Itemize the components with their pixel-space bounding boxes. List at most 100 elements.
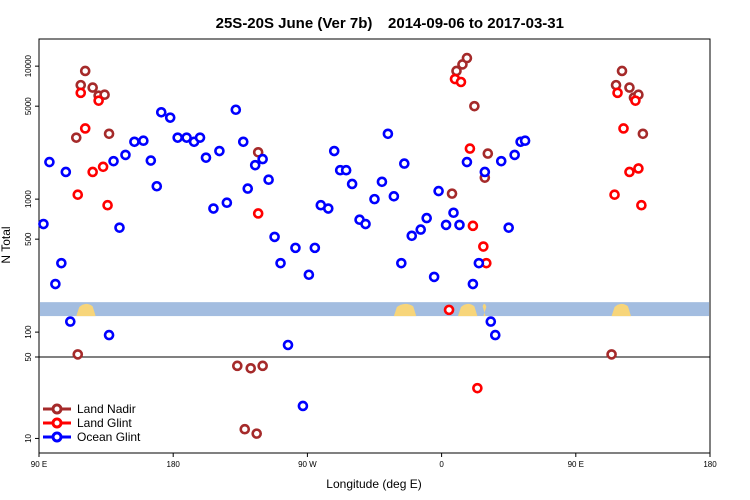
point-land-nadir	[637, 128, 649, 140]
y-axis-label: N Total	[0, 226, 13, 263]
point-ocean-glint	[360, 218, 371, 230]
legend-label-land-glint: Land Glint	[77, 416, 132, 430]
point-ocean-glint	[275, 257, 286, 269]
y-tick-label: 500	[24, 232, 33, 246]
point-ocean-glint	[440, 219, 452, 231]
point-land-nadir	[245, 362, 257, 374]
legend: Land Nadir Land Glint Ocean Glint	[43, 402, 141, 444]
lower-plot-panel	[38, 356, 711, 454]
x-tick-label: 90 E	[31, 460, 47, 469]
point-land-glint	[612, 87, 623, 99]
point-ocean-glint	[297, 400, 309, 412]
y-axis: 100 500 1000 5000 10000 10 50	[24, 54, 39, 443]
point-land-glint	[102, 199, 113, 211]
legend-swatch-marker-ocean-glint	[51, 431, 63, 443]
point-ocean-glint	[399, 158, 410, 169]
point-land-nadir	[239, 423, 251, 435]
point-land-nadir	[482, 148, 494, 159]
point-land-nadir	[70, 132, 82, 143]
point-ocean-glint	[382, 128, 394, 140]
point-land-glint	[609, 189, 620, 200]
point-ocean-glint	[503, 222, 515, 233]
point-land-glint	[624, 166, 635, 178]
point-ocean-glint	[433, 185, 444, 197]
y-tick-label: 5000	[24, 97, 33, 115]
y-tick-label: 10	[24, 433, 33, 442]
data-points	[38, 52, 649, 439]
x-tick-label: 0	[439, 460, 444, 469]
point-ocean-glint	[376, 176, 388, 188]
point-ocean-glint	[242, 183, 254, 194]
point-land-nadir	[469, 100, 480, 112]
point-ocean-glint	[509, 149, 520, 161]
y-tick-label: 1000	[24, 190, 33, 208]
point-land-nadir	[624, 82, 635, 93]
point-ocean-glint	[263, 174, 274, 185]
point-land-glint	[636, 199, 647, 211]
land-madagascar	[482, 303, 487, 317]
point-ocean-glint	[221, 197, 233, 209]
point-land-glint	[478, 241, 489, 252]
point-ocean-glint	[479, 166, 491, 178]
point-ocean-glint	[340, 164, 352, 176]
point-land-nadir	[79, 65, 91, 77]
point-ocean-glint	[103, 329, 115, 341]
point-land-nadir	[251, 428, 263, 439]
x-axis-label: Longitude (deg E)	[326, 477, 421, 491]
point-ocean-glint	[406, 230, 418, 242]
point-ocean-glint	[108, 155, 119, 167]
point-ocean-glint	[346, 178, 358, 190]
point-land-nadir	[461, 52, 473, 64]
point-ocean-glint	[303, 269, 315, 281]
point-ocean-glint	[151, 180, 163, 192]
point-ocean-glint	[129, 136, 140, 148]
x-tick-label: 180	[703, 460, 717, 469]
point-ocean-glint	[164, 112, 176, 123]
point-ocean-glint	[208, 203, 219, 214]
point-ocean-glint	[421, 212, 432, 224]
point-ocean-glint	[138, 135, 149, 147]
point-ocean-glint	[467, 278, 479, 290]
point-ocean-glint	[56, 257, 67, 269]
point-ocean-glint	[415, 224, 427, 235]
land-africa	[458, 303, 478, 317]
point-ocean-glint	[257, 153, 268, 165]
point-ocean-glint	[495, 155, 507, 167]
point-land-glint	[97, 161, 109, 173]
point-ocean-glint	[120, 149, 131, 161]
point-ocean-glint	[473, 257, 485, 269]
legend-swatch-marker-land-nadir	[51, 403, 63, 415]
x-axis: 90 E 180 90 W 0 90 E 180	[31, 453, 717, 469]
point-ocean-glint	[200, 152, 212, 163]
point-land-glint	[93, 95, 104, 106]
point-land-glint	[633, 163, 644, 174]
legend-label-land-nadir: Land Nadir	[77, 402, 136, 416]
point-ocean-glint	[65, 316, 76, 327]
point-land-nadir	[232, 360, 243, 372]
legend-label-ocean-glint: Ocean Glint	[77, 430, 141, 444]
point-ocean-glint	[214, 145, 225, 157]
land-australia-2	[611, 303, 631, 317]
point-ocean-glint	[519, 135, 531, 147]
point-ocean-glint	[114, 222, 125, 233]
point-ocean-glint	[461, 156, 473, 168]
point-land-nadir	[446, 188, 458, 199]
point-ocean-glint	[237, 136, 249, 148]
point-land-glint	[618, 123, 629, 134]
point-ocean-glint	[230, 104, 242, 116]
y-tick-label: 100	[24, 325, 33, 339]
point-ocean-glint	[172, 132, 183, 143]
point-ocean-glint	[396, 257, 407, 269]
point-ocean-glint	[290, 242, 301, 254]
point-ocean-glint	[322, 203, 334, 214]
land-australia-1	[76, 303, 96, 317]
land-ocean-band	[40, 302, 709, 317]
y-tick-label: 10000	[24, 54, 33, 77]
chart-title-left: 25S-20S June (Ver 7b)	[216, 15, 373, 32]
point-land-glint	[464, 143, 476, 154]
point-land-nadir	[257, 360, 268, 372]
y-tick-label: 50	[24, 352, 33, 361]
point-ocean-glint	[44, 156, 55, 168]
point-land-nadir	[616, 65, 628, 77]
